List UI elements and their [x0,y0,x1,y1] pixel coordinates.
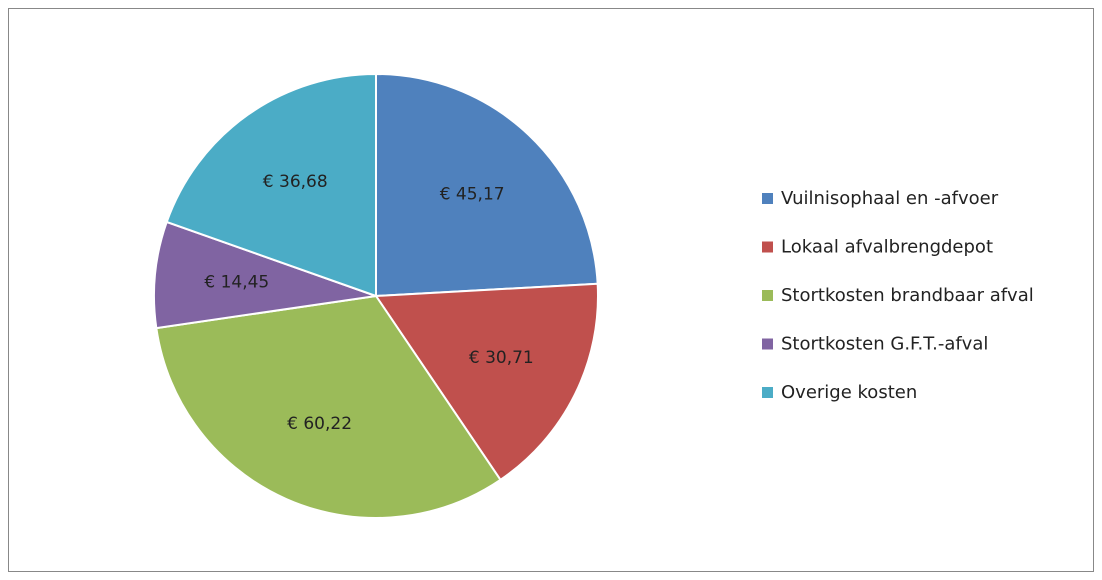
data-label: € 60,22 [287,414,352,434]
data-label: € 45,17 [440,184,505,204]
pie-slice [155,294,502,519]
legend-swatch [762,193,773,204]
legend-label: Stortkosten brandbaar afval [781,285,1034,306]
pie-slice [375,72,599,298]
data-label: € 14,45 [204,272,269,292]
legend-swatch [762,338,773,350]
pie-slice [374,282,599,482]
legend-swatch [762,290,773,301]
legend-label: Overige kosten [781,382,917,403]
legend-label: Vuilnisophaal en -afvoer [781,188,999,209]
legend-swatch [762,241,773,253]
data-label: € 36,68 [263,172,328,192]
legend-label: Lokaal afvalbrengdepot [781,237,993,258]
legend-label: Stortkosten G.F.T.-afval [781,334,988,355]
data-label: € 30,71 [469,348,534,368]
legend-swatch [762,387,773,398]
pie-slice [165,72,377,298]
pie-slice [153,220,377,330]
